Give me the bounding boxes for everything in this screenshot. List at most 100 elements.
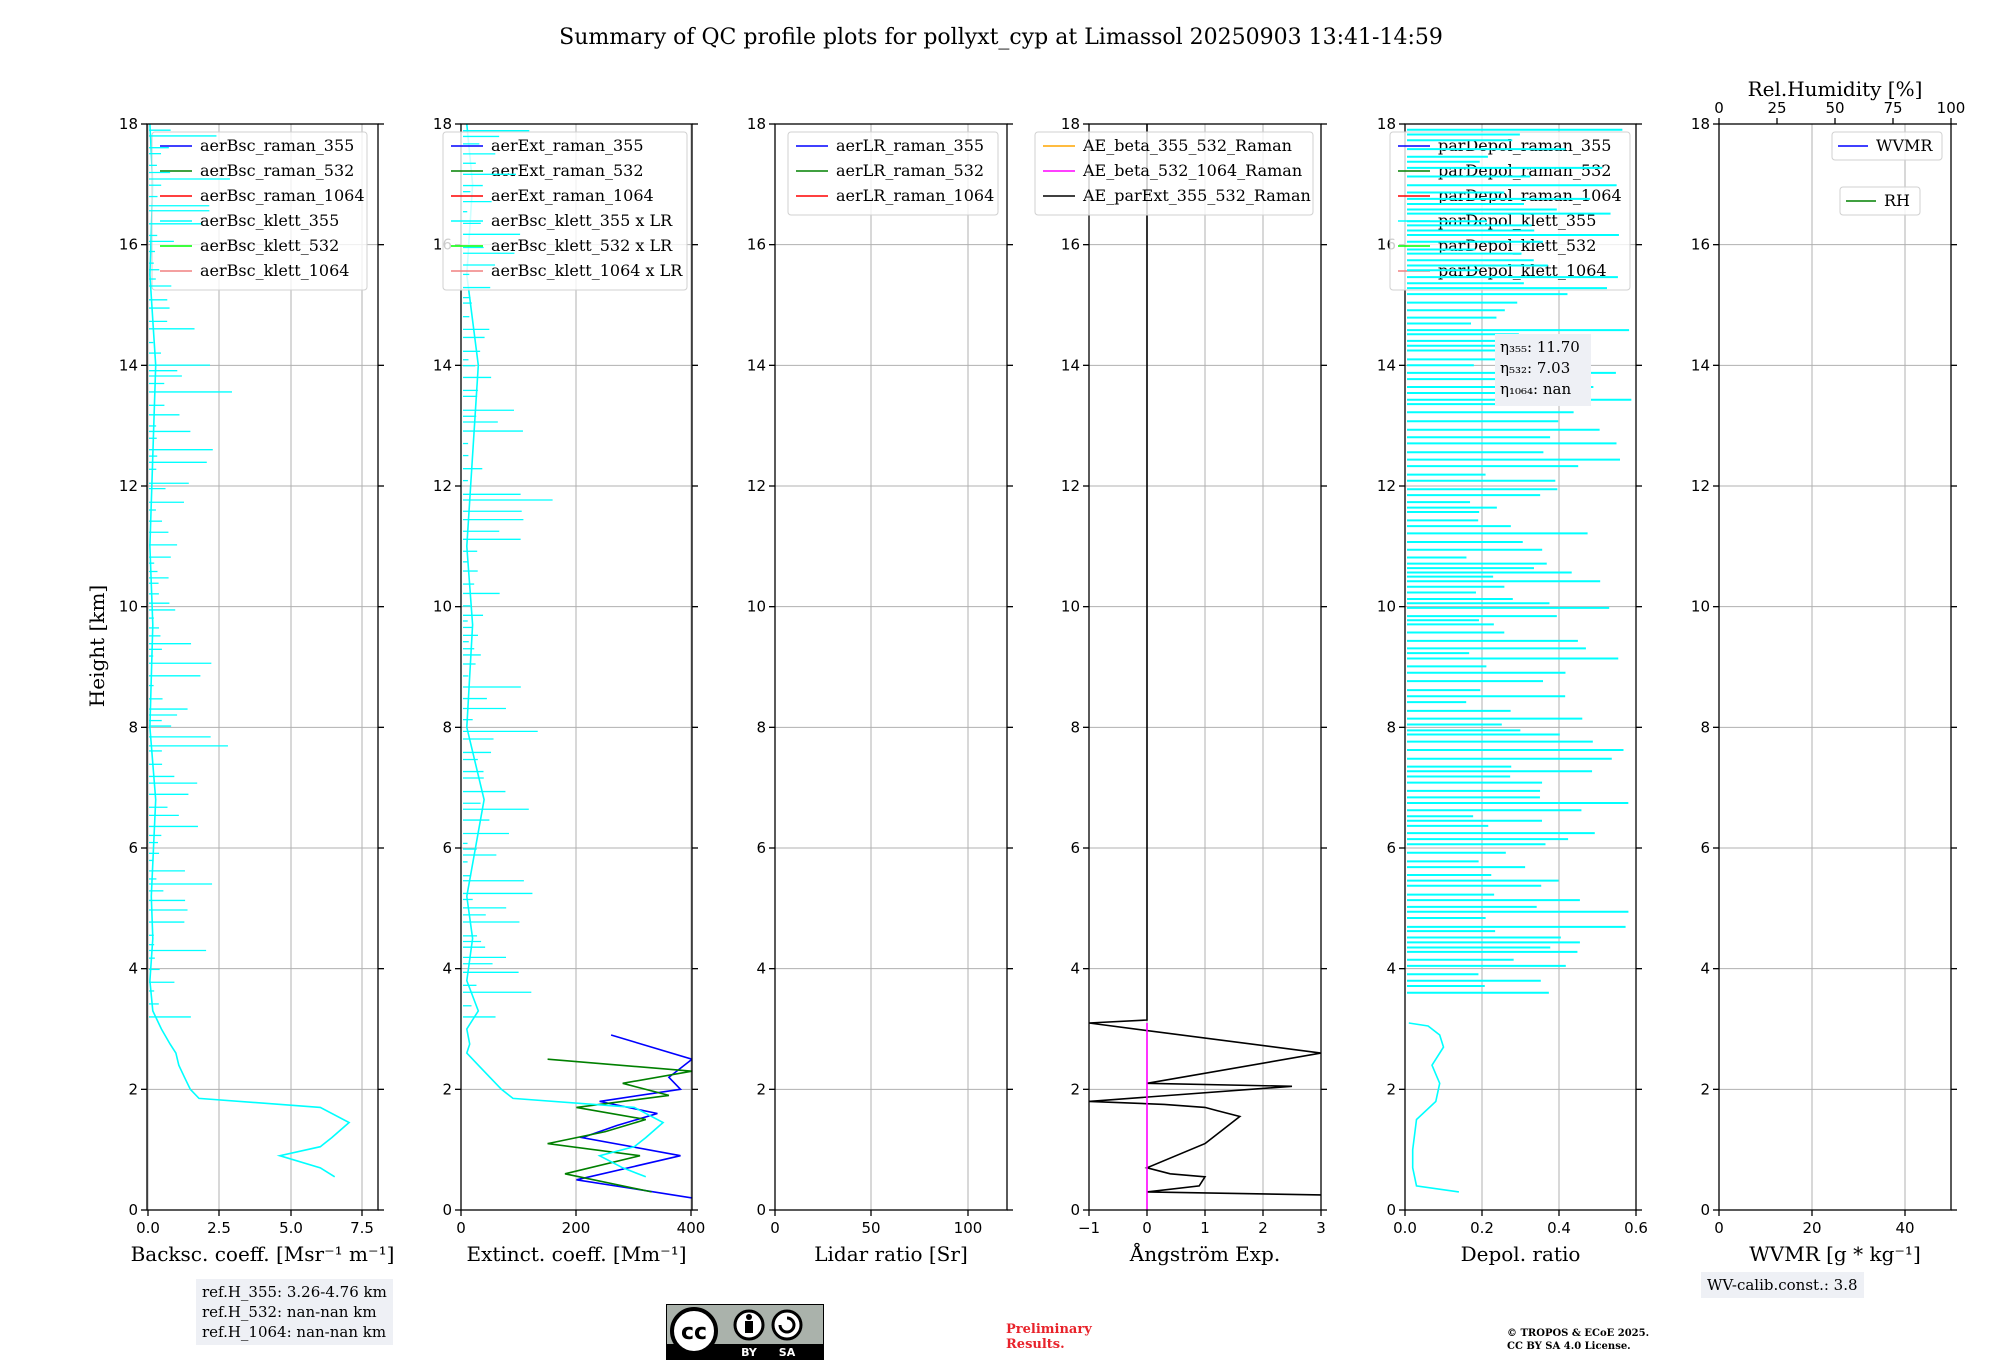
legend-entry: parDepol_raman_355 [1438,136,1611,155]
y-tick-label: 14 [433,356,452,374]
x-tick-label: 0 [1714,1219,1724,1237]
y-tick-label: 8 [756,718,766,736]
legend-entry: aerExt_raman_532 [491,161,644,180]
y-tick-label: 14 [1377,356,1396,374]
top-x-tick-label: 75 [1883,99,1902,117]
legend-entry: AE_parExt_355_532_Raman [1082,186,1311,205]
y-tick-label: 4 [1700,960,1710,978]
y-tick-label: 6 [1700,839,1710,857]
x-axis-label: Depol. ratio [1461,1242,1581,1266]
legend-entry: parDepol_klett_532 [1438,236,1596,255]
legend-entry: WVMR [1876,136,1933,155]
x-tick-label: 0.2 [1470,1219,1494,1237]
y-tick-label: 16 [747,236,766,254]
legend-box [1839,186,1921,216]
y-tick-label: 12 [1377,477,1396,495]
y-tick-label: 4 [1386,960,1396,978]
share-alike-icon [771,1309,803,1341]
legend-box [1034,131,1314,216]
y-axis-label: Height [km] [85,585,109,707]
x-axis-label: Ångström Exp. [1129,1241,1280,1266]
y-tick-label: 12 [747,477,766,495]
depol-noise-streaks [1407,128,1632,994]
legend-entry: parDepol_raman_1064 [1438,186,1622,205]
y-tick-label: 10 [1691,598,1710,616]
y-tick-label: 12 [433,477,452,495]
y-tick-label: 4 [442,960,452,978]
cc-by-sa-badge: cc BY SA [666,1304,824,1360]
top-x-tick-label: 25 [1767,99,1786,117]
y-tick-label: 6 [128,839,138,857]
y-tick-label: 18 [1377,115,1396,133]
legend-entry: aerBsc_klett_1064 [200,261,349,280]
x-tick-label: 2.5 [207,1219,231,1237]
eta-annotation: η₃₅₅: 11.70 η₅₃₂: 7.03 η₁₀₆₄: nan [1495,334,1591,406]
y-tick-label: 0 [756,1201,766,1219]
y-tick-label: 8 [1070,718,1080,736]
x-tick-label: 0.0 [1393,1219,1417,1237]
y-tick-label: 18 [119,115,138,133]
legend-entry: aerBsc_klett_532 [200,236,339,255]
y-tick-label: 10 [433,598,452,616]
legend-entry: AE_beta_355_532_Raman [1082,136,1292,155]
y-tick-label: 6 [1070,839,1080,857]
axes-frame [146,123,379,1211]
y-tick-label: 16 [1061,236,1080,254]
y-tick-label: 2 [442,1080,452,1098]
x-tick-label: 1 [1200,1219,1210,1237]
x-tick-label: 5.0 [279,1219,303,1237]
ref-height-532: ref.H_532: nan-nan km [202,1303,377,1321]
y-tick-label: 10 [1061,598,1080,616]
y-tick-label: 8 [1386,718,1396,736]
y-tick-label: 0 [442,1201,452,1219]
eta-eta355: η₃₅₅: 11.70 [1500,338,1580,356]
legend-entry: RH [1884,191,1910,210]
x-axis-label: WVMR [g * kg⁻¹] [1749,1242,1921,1266]
spikes-panel-2 [463,130,553,1018]
legend-entry: aerBsc_klett_355 [200,211,339,230]
sa-text: SA [779,1346,796,1359]
x-tick-label: 200 [562,1219,591,1237]
legend-entry: aerBsc_klett_355 x LR [491,211,673,230]
y-tick-label: 10 [747,598,766,616]
x-tick-label: −1 [1078,1219,1100,1237]
series-aerBsc_klett_355 [149,124,351,1178]
y-tick-label: 12 [1691,477,1710,495]
y-tick-label: 14 [747,356,766,374]
y-tick-label: 2 [1070,1080,1080,1098]
legend-entry: aerBsc_raman_1064 [200,186,365,205]
y-tick-label: 2 [1700,1080,1710,1098]
y-tick-label: 6 [756,839,766,857]
x-tick-label: 3 [1316,1219,1326,1237]
legend-entry: aerLR_raman_532 [836,161,984,180]
x-tick-label: 50 [861,1219,880,1237]
x-tick-label: 20 [1802,1219,1821,1237]
panel-lr: 0 2 4 6 8 10 12 14 16 18 0 50 100 Lidar ratio [Sr] aer… [747,115,1013,1266]
y-tick-label: 0 [1070,1201,1080,1219]
y-tick-label: 4 [1070,960,1080,978]
legend-box [1831,131,1943,161]
top-x-tick-label: 50 [1825,99,1844,117]
y-tick-label: 18 [1691,115,1710,133]
y-tick-label: 16 [119,236,138,254]
top-x-tick-label: 100 [1937,99,1966,117]
x-tick-label: 0.6 [1624,1219,1648,1237]
axes-frame [1718,123,1952,1211]
by-text: BY [741,1346,758,1359]
legend-entry: aerBsc_klett_1064 x LR [491,261,683,280]
y-tick-label: 0 [128,1201,138,1219]
y-tick-label: 10 [119,598,138,616]
series-aerExt_raman_532 [547,1058,692,1193]
legend-entry: aerBsc_raman_532 [200,161,354,180]
x-tick-label: 0.4 [1547,1219,1571,1237]
series-AE_parExt_355_532_Raman [1089,124,1321,1196]
y-tick-label: 2 [128,1080,138,1098]
y-tick-label: 2 [1386,1080,1396,1098]
x-tick-label: 0 [770,1219,780,1237]
y-tick-label: 12 [1061,477,1080,495]
eta-eta1064: η₁₀₆₄: nan [1500,380,1571,398]
y-tick-label: 8 [442,718,452,736]
y-tick-label: 4 [128,960,138,978]
legend-entry: aerLR_raman_355 [836,136,984,155]
